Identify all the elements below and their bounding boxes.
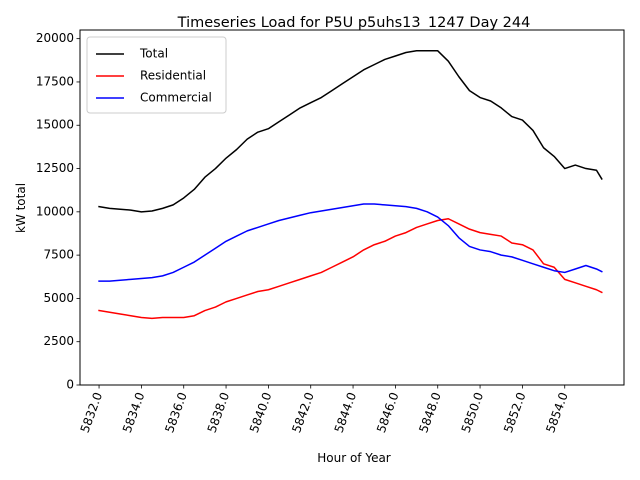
y-tick-label: 10000 — [36, 204, 74, 218]
y-tick-label: 2500 — [43, 334, 74, 348]
y-axis: 0 2500 5000 7500 10000 12500 15000 17500 20000 — [36, 31, 80, 392]
series-lines — [98, 50, 603, 320]
x-axis-label: Hour of Year — [317, 451, 391, 465]
y-tick-label: 17500 — [36, 74, 74, 88]
plot-frame — [79, 29, 625, 386]
series-line-total — [98, 50, 603, 213]
legend-entries: Total Residential Commercial — [96, 47, 212, 105]
y-tick-label: 12500 — [36, 161, 74, 175]
y-tick-label: 5000 — [43, 291, 74, 305]
legend-label-commercial: Commercial — [140, 91, 212, 105]
y-tick-label: 20000 — [36, 31, 74, 45]
y-tick-label: 7500 — [43, 248, 74, 262]
series-line-commercial — [98, 203, 603, 282]
y-tick-label: 0 — [66, 378, 74, 392]
y-tick-label: 15000 — [36, 118, 74, 132]
plot-area — [79, 29, 625, 386]
legend-label-residential: Residential — [140, 69, 206, 83]
legend-label-total: Total — [139, 47, 168, 61]
chart-title: Timeseries Load for P5U p5uhs13_1247 Day… — [177, 15, 531, 31]
series-line-residential — [98, 218, 603, 320]
y-axis-label: kW total — [14, 183, 28, 233]
legend-box — [86, 36, 227, 114]
legend: Total Residential Commercial — [86, 36, 227, 114]
